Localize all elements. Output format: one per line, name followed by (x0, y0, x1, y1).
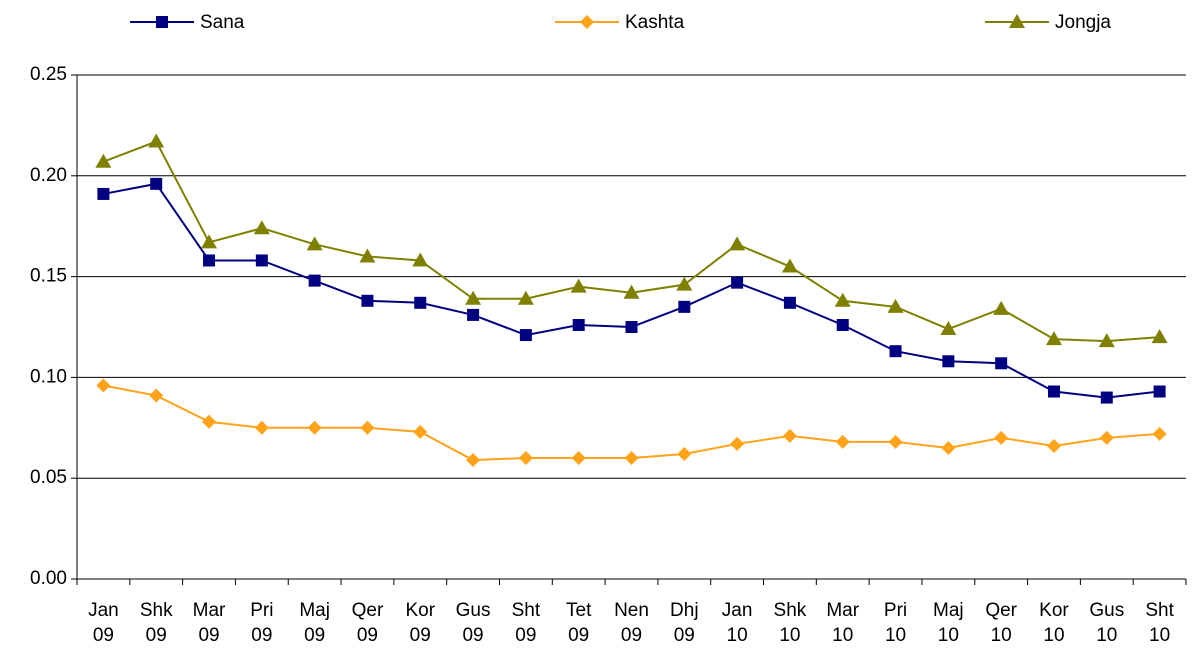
data-point (941, 440, 956, 455)
y-tick-label: 0.05 (30, 467, 67, 488)
data-point (994, 430, 1009, 445)
x-tick-label: Mar 09 (192, 600, 226, 646)
x-tick-label: Shk 09 (139, 600, 173, 646)
data-point (836, 318, 849, 331)
x-tick-label: Kor 09 (405, 600, 436, 646)
data-point (148, 133, 165, 148)
legend-marker (156, 16, 168, 28)
x-tick-label: Sht 09 (511, 600, 541, 646)
data-point (623, 284, 640, 299)
data-point (360, 420, 375, 435)
x-tick-label: Maj 10 (933, 600, 964, 646)
data-point (96, 378, 111, 393)
legend-label: Sana (200, 12, 245, 33)
data-point (1100, 391, 1113, 404)
data-point (255, 254, 268, 267)
y-tick-label: 0.00 (30, 568, 67, 589)
x-tick-label: Nen 09 (614, 600, 649, 646)
data-point (729, 236, 746, 251)
data-point (887, 298, 904, 313)
data-point (519, 329, 532, 342)
x-tick-label: Sht 10 (1145, 600, 1174, 646)
x-tick-label: Jan 09 (88, 600, 119, 646)
data-point (413, 424, 428, 439)
data-point (467, 308, 480, 321)
data-point (203, 254, 216, 267)
x-tick-label: Gus 09 (455, 600, 491, 646)
x-tick-label: Tet 09 (566, 600, 592, 646)
data-point (730, 436, 745, 451)
data-point (254, 420, 269, 435)
data-point (624, 451, 639, 466)
data-point (993, 300, 1010, 315)
x-tick-label: Mar 10 (826, 600, 860, 646)
data-point (518, 451, 533, 466)
data-point (782, 428, 797, 443)
data-point (889, 345, 902, 358)
data-point (414, 296, 427, 309)
data-point (940, 321, 957, 336)
data-point (1152, 426, 1167, 441)
data-point (201, 234, 218, 249)
data-point (678, 300, 691, 313)
y-tick-label: 0.10 (30, 366, 67, 387)
data-point (307, 420, 322, 435)
data-point (888, 434, 903, 449)
data-point (150, 177, 163, 190)
data-point (1046, 438, 1061, 453)
data-point (1151, 329, 1168, 344)
legend-marker (580, 15, 594, 29)
x-tick-label: Pri 09 (250, 600, 274, 646)
x-tick-label: Kor 10 (1039, 600, 1069, 646)
data-point (412, 252, 429, 267)
data-point (202, 414, 217, 429)
y-tick-label: 0.20 (30, 165, 67, 186)
legend-label: Kashta (625, 12, 685, 33)
y-tick-label: 0.25 (30, 64, 67, 85)
data-point (306, 236, 323, 251)
data-point (253, 220, 270, 235)
x-tick-label: Gus 10 (1089, 600, 1125, 646)
data-point (570, 278, 587, 293)
data-point (1099, 430, 1114, 445)
data-point (308, 274, 321, 287)
data-point (95, 153, 112, 168)
data-point (572, 318, 585, 331)
data-point (1045, 331, 1062, 346)
legend-label: Jongja (1055, 12, 1111, 33)
data-point (835, 434, 850, 449)
data-point (149, 388, 164, 403)
data-point (834, 292, 851, 307)
x-tick-label: Shk 10 (773, 600, 807, 646)
data-point (676, 276, 693, 291)
data-point (571, 451, 586, 466)
data-point (465, 290, 482, 305)
data-point (466, 453, 481, 468)
data-point (1153, 385, 1166, 398)
data-point (361, 294, 374, 307)
y-tick-label: 0.15 (30, 266, 67, 287)
x-tick-label: Qer 09 (351, 600, 384, 646)
data-point (625, 321, 638, 333)
data-point (995, 357, 1008, 370)
data-point (783, 296, 796, 309)
data-point (942, 355, 955, 368)
data-point (517, 290, 534, 305)
x-tick-label: Qer 10 (985, 600, 1017, 646)
data-point (677, 447, 692, 462)
data-point (731, 276, 744, 289)
data-point (781, 258, 798, 273)
data-point (1098, 333, 1115, 348)
data-point (1047, 385, 1060, 398)
legend-marker (1009, 14, 1025, 28)
x-tick-label: Dhj 09 (670, 600, 699, 646)
x-tick-label: Jan 10 (721, 600, 753, 646)
data-point (97, 187, 110, 200)
x-tick-label: Pri 10 (883, 600, 908, 646)
x-tick-label: Maj 09 (299, 600, 330, 646)
data-point (359, 248, 376, 263)
